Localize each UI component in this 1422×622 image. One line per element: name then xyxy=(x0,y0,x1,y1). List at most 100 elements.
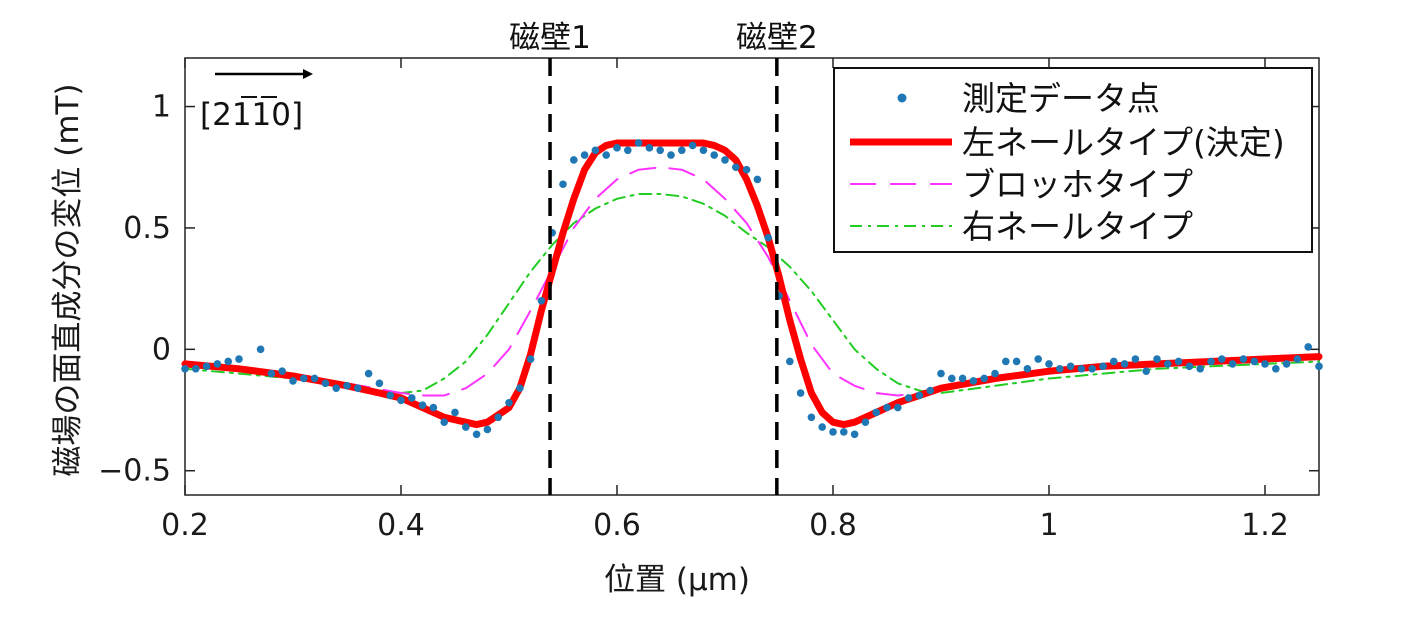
y-tick-label: 0 xyxy=(152,332,171,367)
data-point xyxy=(332,384,341,392)
data-point xyxy=(1142,367,1150,375)
data-point xyxy=(872,408,880,417)
data-point xyxy=(289,377,297,385)
data-point xyxy=(1131,355,1140,363)
series-line xyxy=(184,193,1320,394)
data-point xyxy=(818,423,826,431)
data-point xyxy=(1110,357,1118,366)
legend-label: 測定データ点 xyxy=(962,79,1160,118)
data-point xyxy=(1272,364,1280,373)
data-point xyxy=(181,364,189,373)
data-point xyxy=(937,369,945,378)
data-point xyxy=(1293,355,1302,363)
data-point xyxy=(1153,355,1161,363)
data-point xyxy=(1088,364,1096,373)
data-point xyxy=(213,360,222,368)
data-point xyxy=(710,151,718,159)
data-point xyxy=(1077,364,1086,373)
data-point xyxy=(883,403,891,412)
legend-marker xyxy=(897,93,907,103)
y-tick-labels: −0.5 0 0.5 1 xyxy=(98,90,171,489)
data-point xyxy=(645,144,654,152)
data-point xyxy=(1023,364,1032,373)
domain-walls: 磁壁1 磁壁2 xyxy=(509,20,818,495)
data-point xyxy=(1315,362,1323,371)
data-point xyxy=(991,369,999,378)
data-point xyxy=(505,398,513,407)
data-point xyxy=(688,141,697,150)
y-axis-label: 磁場の面直成分の変位 (mT) xyxy=(50,83,86,476)
data-point xyxy=(559,180,567,189)
data-point xyxy=(1228,360,1237,368)
data-point xyxy=(256,345,265,354)
data-point xyxy=(926,386,934,395)
data-point xyxy=(1012,357,1021,366)
data-point xyxy=(397,396,405,405)
data-point xyxy=(278,367,287,375)
x-tick-labels: 0.2 0.4 0.6 0.8 1 1.2 xyxy=(161,508,1289,543)
data-point xyxy=(202,362,211,371)
data-point xyxy=(580,151,589,159)
x-tick-label: 0.8 xyxy=(809,508,857,543)
data-point xyxy=(732,163,740,172)
data-point xyxy=(1120,360,1129,368)
legend-label: 左ネールタイプ(決定) xyxy=(962,123,1285,162)
data-point xyxy=(1207,357,1215,366)
data-point xyxy=(894,403,902,412)
data-point xyxy=(526,355,535,363)
data-point xyxy=(1164,360,1172,368)
data-point xyxy=(483,425,492,434)
data-point xyxy=(192,364,200,373)
data-point xyxy=(462,423,470,431)
data-point xyxy=(1002,357,1010,366)
data-point xyxy=(321,379,330,388)
data-point xyxy=(829,428,837,436)
data-point xyxy=(1185,362,1194,371)
data-point xyxy=(742,165,751,174)
data-point xyxy=(721,156,729,164)
data-point xyxy=(429,403,438,412)
data-point xyxy=(408,394,416,402)
data-point xyxy=(656,146,664,155)
legend-label: ブロッホタイプ xyxy=(962,165,1193,204)
data-point xyxy=(1196,364,1204,373)
y-tick-label: 0.5 xyxy=(123,211,171,246)
legend-label: 右ネールタイプ xyxy=(962,207,1193,246)
data-point xyxy=(537,296,546,305)
data-point xyxy=(1034,355,1042,363)
data-point xyxy=(634,139,643,147)
data-point xyxy=(440,418,449,426)
data-point xyxy=(354,384,362,392)
x-tick-label: 0.6 xyxy=(593,508,641,543)
data-point xyxy=(472,430,481,439)
data-point xyxy=(796,389,805,397)
data-point xyxy=(807,413,816,422)
x-tick-label: 1.2 xyxy=(1241,508,1289,543)
data-point xyxy=(969,377,978,385)
data-point xyxy=(948,374,956,383)
data-point xyxy=(418,401,427,409)
data-point xyxy=(1045,360,1053,368)
series-layer xyxy=(181,139,1323,439)
x-axis-label: 位置 (μm) xyxy=(604,562,750,598)
data-point xyxy=(1099,362,1107,371)
x-tick-label: 0.2 xyxy=(161,508,209,543)
data-point xyxy=(667,151,675,159)
data-point xyxy=(364,369,373,378)
data-point xyxy=(224,357,232,366)
data-point xyxy=(613,144,621,152)
data-point xyxy=(494,413,503,422)
data-point xyxy=(850,430,859,439)
data-point xyxy=(958,374,967,383)
y-tick-label: −0.5 xyxy=(98,454,171,489)
data-point xyxy=(1218,355,1226,363)
data-point xyxy=(1261,360,1269,368)
data-point xyxy=(516,384,524,392)
data-point xyxy=(786,357,794,366)
data-point xyxy=(300,374,308,383)
data-point xyxy=(753,175,762,184)
data-point xyxy=(1282,360,1291,368)
direction-label: [2110] xyxy=(200,97,303,133)
